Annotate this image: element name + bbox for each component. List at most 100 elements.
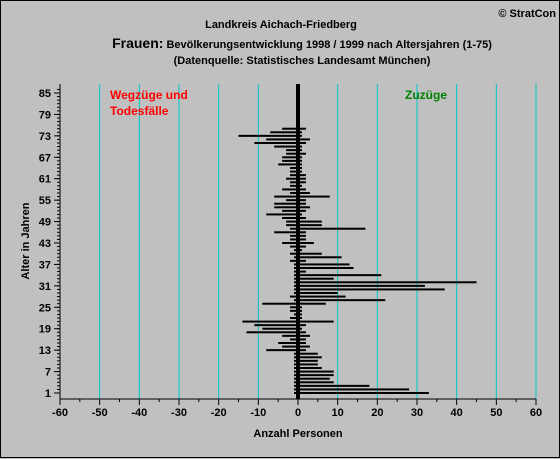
bar-inflow — [298, 363, 318, 366]
bar-outflow — [290, 184, 298, 187]
bar-outflow — [290, 192, 298, 194]
x-axis-label: Anzahl Personen — [253, 428, 343, 440]
x-tick-label: -10 — [250, 407, 266, 419]
bar-outflow — [290, 170, 298, 173]
bar-inflow — [298, 388, 410, 391]
bar-outflow — [262, 327, 298, 330]
bar-inflow — [298, 299, 386, 302]
annotation-left-line2: Todesfälle — [110, 104, 169, 118]
zero-axis — [296, 84, 300, 399]
bar-inflow — [298, 331, 306, 334]
x-tick-label: 30 — [411, 407, 423, 419]
bar-outflow — [290, 317, 298, 319]
bar-outflow — [266, 138, 298, 141]
bar-outflow — [238, 134, 298, 137]
bar-inflow — [298, 209, 306, 212]
bar-inflow — [298, 231, 306, 234]
bar-inflow — [298, 270, 306, 273]
x-tick-label: 0 — [295, 407, 301, 419]
bar-outflow — [286, 220, 298, 223]
bar-outflow — [262, 302, 298, 305]
bar-inflow — [298, 356, 322, 359]
bar-inflow — [298, 288, 445, 291]
bar-outflow — [290, 174, 298, 177]
bar-outflow — [290, 238, 298, 241]
bar-inflow — [298, 238, 306, 241]
chart-title: Landkreis Aichach-Friedberg — [205, 19, 357, 31]
bar-inflow — [298, 267, 354, 269]
bar-outflow — [246, 331, 298, 334]
y-tick-label: 49 — [39, 217, 51, 229]
annotation-right: Zuzüge — [405, 88, 447, 102]
bar-outflow — [290, 295, 298, 298]
bar-outflow — [290, 252, 298, 255]
bar-outflow — [282, 127, 298, 130]
bar-outflow — [282, 159, 298, 162]
bar-inflow — [298, 138, 310, 141]
bar-outflow — [290, 234, 298, 237]
x-tick-label: 20 — [371, 407, 383, 419]
bar-inflow — [298, 181, 306, 184]
bar-inflow — [298, 342, 306, 344]
y-tick-label: 13 — [39, 345, 51, 357]
bar-outflow — [266, 349, 298, 352]
y-tick-label: 79 — [39, 109, 51, 121]
bar-outflow — [282, 345, 298, 348]
y-tick-label: 85 — [39, 88, 51, 100]
bar-outflow — [282, 334, 298, 337]
y-tick-label: 43 — [39, 238, 51, 250]
bar-inflow — [298, 274, 382, 277]
bar-inflow — [298, 381, 334, 384]
x-tick-label: -40 — [131, 407, 147, 419]
bar-inflow — [298, 359, 318, 362]
bar-outflow — [282, 188, 298, 191]
y-tick-label: 73 — [39, 131, 51, 143]
x-tick-label: 40 — [451, 407, 463, 419]
bar-inflow — [298, 263, 350, 266]
bar-outflow — [290, 259, 298, 262]
bar-inflow — [298, 245, 306, 248]
y-tick-label: 7 — [45, 367, 51, 379]
bar-outflow — [282, 217, 298, 219]
bar-outflow — [290, 181, 298, 184]
bar-inflow — [298, 370, 334, 373]
bar-inflow — [298, 334, 310, 337]
bar-inflow — [298, 284, 425, 287]
bar-inflow — [298, 374, 334, 377]
bar-outflow — [282, 242, 298, 244]
x-tick-label: 60 — [530, 407, 542, 419]
y-tick-label: 25 — [39, 302, 51, 314]
y-tick-label: 1 — [45, 388, 51, 400]
bar-outflow — [290, 167, 298, 169]
bar-outflow — [278, 163, 298, 166]
bar-outflow — [274, 206, 298, 209]
bar-inflow — [298, 367, 322, 369]
annotation-left-line1: Wegzüge und — [110, 88, 188, 102]
copyright-label: © StratCon — [498, 8, 556, 20]
x-tick-label: -30 — [171, 407, 187, 419]
bar-inflow — [298, 234, 306, 237]
bar-inflow — [298, 349, 306, 352]
bar-inflow — [298, 227, 366, 230]
bar-outflow — [278, 342, 298, 344]
bar-outflow — [274, 202, 298, 205]
bar-outflow — [242, 320, 298, 323]
y-axis-label: Alter in Jahren — [20, 202, 32, 279]
bar-inflow — [298, 302, 326, 305]
y-tick-label: 67 — [39, 152, 51, 164]
bar-inflow — [298, 345, 310, 348]
bar-inflow — [298, 224, 322, 227]
bar-inflow — [298, 392, 429, 394]
bar-inflow — [298, 292, 338, 294]
x-tick-label: -60 — [52, 407, 68, 419]
bar-outflow — [290, 306, 298, 309]
axes: 1 7 13 19 25 31 37 43 49 55 61 67 73 79 85 -60 -50 -40 -30… — [39, 84, 542, 419]
bar-inflow — [298, 256, 342, 259]
x-tick-label: -20 — [211, 407, 227, 419]
bar-outflow — [282, 209, 298, 212]
bar-inflow — [298, 281, 477, 284]
bar-outflow — [270, 131, 298, 134]
bar-inflow — [298, 188, 306, 191]
y-tick-label: 61 — [39, 174, 51, 186]
bar-inflow — [298, 252, 322, 255]
